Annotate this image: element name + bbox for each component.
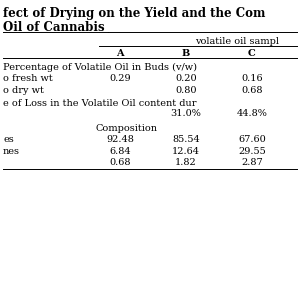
Text: 1.82: 1.82	[175, 158, 197, 167]
Text: Composition: Composition	[95, 124, 157, 133]
Text: 6.84: 6.84	[109, 147, 131, 156]
Text: 12.64: 12.64	[172, 147, 200, 156]
Text: A: A	[116, 49, 124, 58]
Text: 85.54: 85.54	[172, 135, 200, 144]
Text: 0.20: 0.20	[175, 74, 197, 83]
Text: 44.8%: 44.8%	[237, 110, 267, 118]
Text: 0.80: 0.80	[175, 86, 197, 95]
Text: 0.16: 0.16	[241, 74, 263, 83]
Text: B: B	[182, 49, 190, 58]
Text: 29.55: 29.55	[238, 147, 266, 156]
Text: volatile oil sampl: volatile oil sampl	[195, 37, 279, 46]
Text: Oil of Cannabis: Oil of Cannabis	[3, 21, 105, 34]
Text: 0.29: 0.29	[109, 74, 131, 83]
Text: nes: nes	[3, 147, 20, 156]
Text: es: es	[3, 135, 14, 144]
Text: fect of Drying on the Yield and the Com: fect of Drying on the Yield and the Com	[3, 8, 266, 20]
Text: 2.87: 2.87	[241, 158, 263, 167]
Text: C: C	[248, 49, 256, 58]
Text: o fresh wt: o fresh wt	[3, 74, 53, 83]
Text: 0.68: 0.68	[241, 86, 263, 95]
Text: 67.60: 67.60	[238, 135, 266, 144]
Text: 31.0%: 31.0%	[171, 110, 201, 118]
Text: Percentage of Volatile Oil in Buds (v/w): Percentage of Volatile Oil in Buds (v/w)	[3, 62, 197, 71]
Text: e of Loss in the Volatile Oil content dur: e of Loss in the Volatile Oil content du…	[3, 99, 196, 108]
Text: 92.48: 92.48	[106, 135, 134, 144]
Text: o dry wt: o dry wt	[3, 86, 44, 95]
Text: 0.68: 0.68	[109, 158, 131, 167]
